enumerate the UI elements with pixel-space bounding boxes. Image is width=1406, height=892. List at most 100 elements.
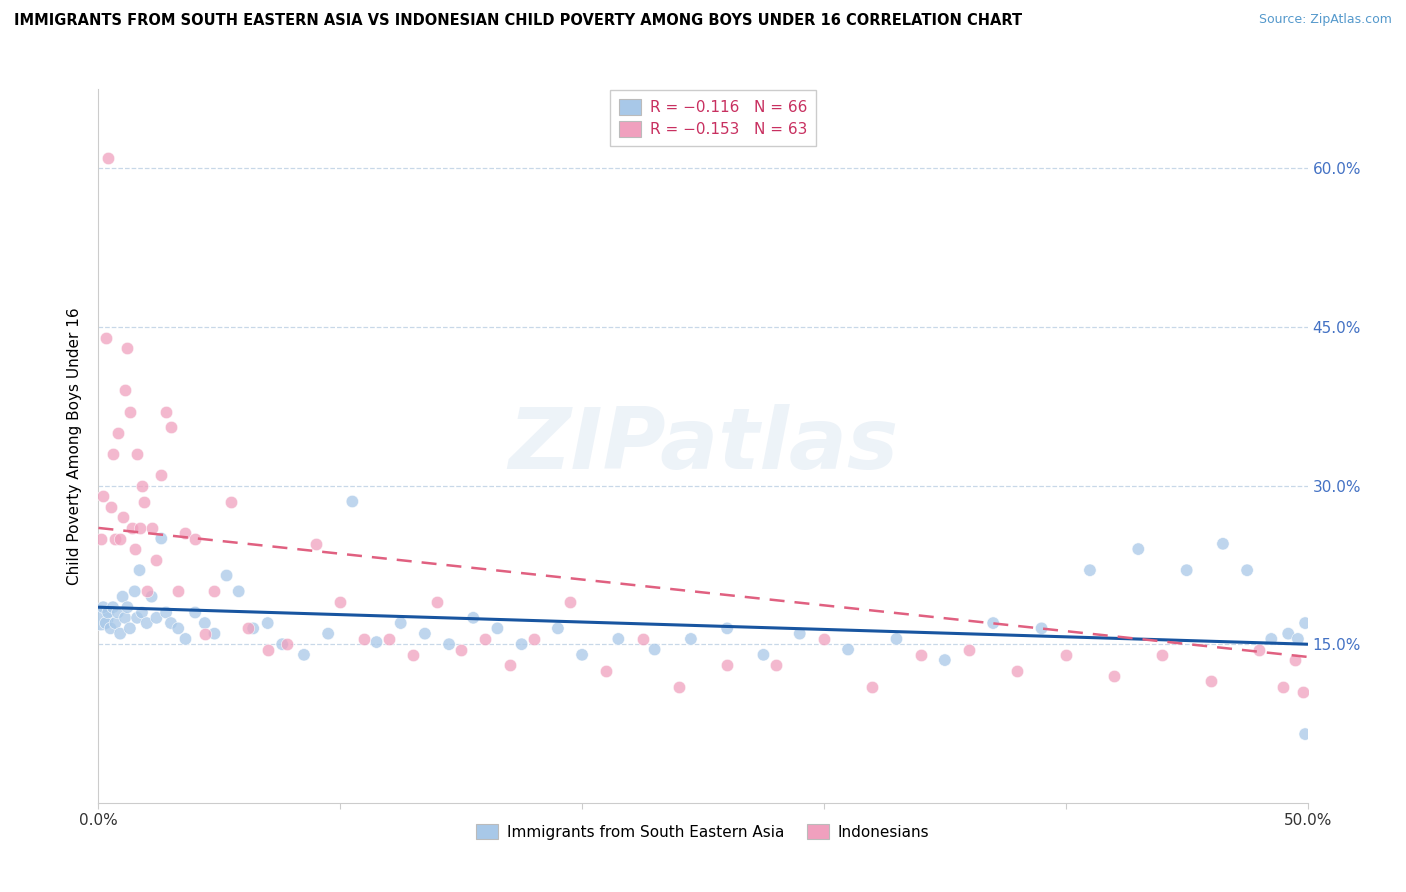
Point <box>413 626 436 640</box>
Point <box>437 637 460 651</box>
Point <box>1292 685 1315 699</box>
Point <box>1054 648 1077 662</box>
Point <box>124 542 146 557</box>
Point <box>167 584 190 599</box>
Text: IMMIGRANTS FROM SOUTH EASTERN ASIA VS INDONESIAN CHILD POVERTY AMONG BOYS UNDER : IMMIGRANTS FROM SOUTH EASTERN ASIA VS IN… <box>14 13 1022 29</box>
Point <box>127 447 149 461</box>
Point <box>607 632 630 646</box>
Point <box>174 526 197 541</box>
Point <box>256 642 278 657</box>
Point <box>1294 616 1316 631</box>
Point <box>1078 563 1101 577</box>
Point <box>108 532 131 546</box>
Point <box>276 637 298 651</box>
Point <box>90 611 112 625</box>
Point <box>194 626 217 640</box>
Point <box>1277 626 1299 640</box>
Point <box>571 648 593 662</box>
Point <box>1236 563 1258 577</box>
Point <box>981 616 1004 631</box>
Point <box>141 590 163 604</box>
Point <box>117 600 139 615</box>
Point <box>595 664 617 678</box>
Point <box>402 648 425 662</box>
Point <box>238 621 260 635</box>
Point <box>221 494 243 508</box>
Point <box>910 648 932 662</box>
Point <box>228 584 250 599</box>
Point <box>510 637 533 651</box>
Point <box>1272 680 1295 694</box>
Point <box>377 632 399 646</box>
Point <box>1212 537 1234 551</box>
Point <box>1007 664 1029 678</box>
Point <box>329 595 352 609</box>
Point <box>111 590 134 604</box>
Point <box>114 611 136 625</box>
Point <box>1128 542 1150 557</box>
Point <box>1286 632 1309 646</box>
Point <box>366 635 388 649</box>
Point <box>107 606 129 620</box>
Point <box>474 632 496 646</box>
Point <box>134 494 156 508</box>
Point <box>104 616 127 631</box>
Point <box>1294 727 1316 741</box>
Point <box>463 611 485 625</box>
Point <box>450 642 472 657</box>
Point <box>145 552 167 566</box>
Point <box>118 621 141 635</box>
Point <box>111 510 134 524</box>
Point <box>118 404 141 418</box>
Point <box>957 642 980 657</box>
Point <box>752 648 775 662</box>
Y-axis label: Child Poverty Among Boys Under 16: Child Poverty Among Boys Under 16 <box>67 307 83 585</box>
Point <box>204 626 226 640</box>
Legend: Immigrants from South Eastern Asia, Indonesians: Immigrants from South Eastern Asia, Indo… <box>467 814 939 848</box>
Point <box>426 595 449 609</box>
Point <box>145 611 167 625</box>
Point <box>204 584 226 599</box>
Point <box>353 632 375 646</box>
Point <box>523 632 546 646</box>
Point <box>121 521 143 535</box>
Point <box>141 521 163 535</box>
Point <box>160 420 183 434</box>
Point <box>679 632 702 646</box>
Point <box>135 584 157 599</box>
Point <box>547 621 569 635</box>
Point <box>860 680 883 694</box>
Point <box>668 680 690 694</box>
Point <box>765 658 787 673</box>
Point <box>160 616 183 631</box>
Point <box>108 626 131 640</box>
Point <box>90 532 112 546</box>
Point <box>813 632 835 646</box>
Point <box>150 532 173 546</box>
Point <box>1031 621 1053 635</box>
Point <box>91 489 114 503</box>
Point <box>558 595 581 609</box>
Point <box>135 616 157 631</box>
Point <box>934 653 956 667</box>
Point <box>184 532 207 546</box>
Point <box>94 331 117 345</box>
Text: ZIPatlas: ZIPatlas <box>508 404 898 488</box>
Point <box>194 616 217 631</box>
Point <box>114 384 136 398</box>
Point <box>631 632 654 646</box>
Point <box>716 621 738 635</box>
Point <box>128 563 150 577</box>
Point <box>100 621 122 635</box>
Point <box>1249 642 1271 657</box>
Point <box>117 341 139 355</box>
Point <box>97 606 120 620</box>
Point <box>498 658 520 673</box>
Point <box>215 568 238 582</box>
Point <box>107 425 129 440</box>
Point <box>305 537 328 551</box>
Point <box>242 621 264 635</box>
Point <box>837 642 859 657</box>
Point <box>131 478 153 492</box>
Point <box>716 658 738 673</box>
